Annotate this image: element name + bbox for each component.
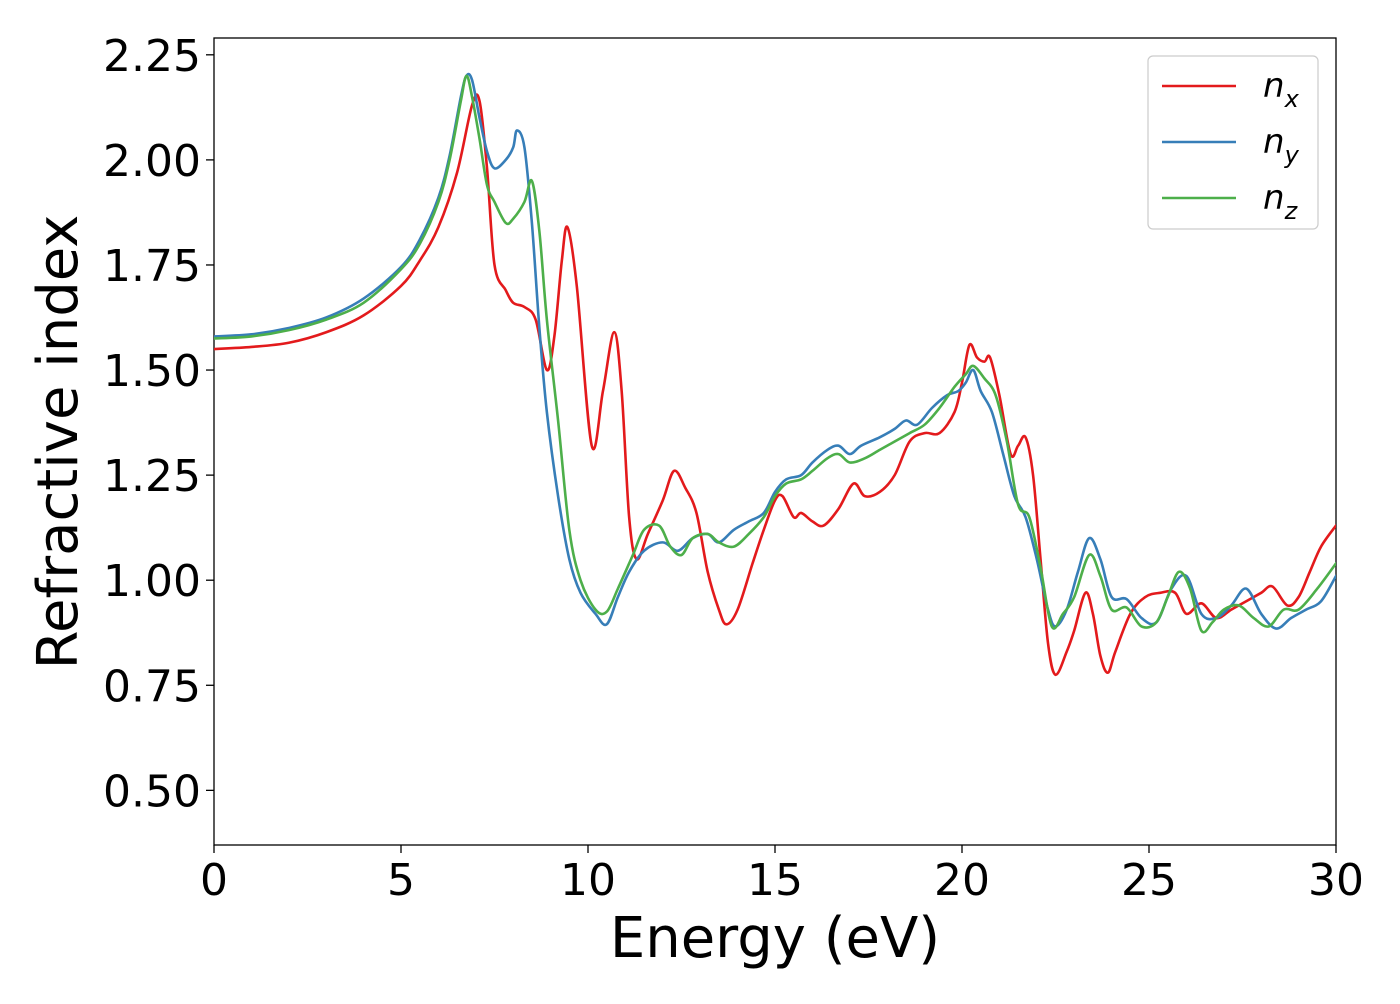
y-tick-label: 1.25 xyxy=(103,451,201,502)
x-tick-label: 10 xyxy=(560,855,616,906)
legend-subscript: z xyxy=(1284,197,1299,225)
x-tick-label: 0 xyxy=(200,855,228,906)
x-tick-label: 30 xyxy=(1308,855,1364,906)
x-axis-ticks: 0 5 10 15 20 25 30 xyxy=(200,845,1364,906)
series-line-n-y xyxy=(214,72,1336,630)
y-tick-label: 1.50 xyxy=(103,346,201,397)
x-tick-label: 20 xyxy=(934,855,990,906)
y-axis-ticks: 0.50 0.75 1.00 1.25 1.50 1.75 2.00 2.25 xyxy=(103,31,214,817)
series-lines xyxy=(214,72,1336,677)
y-tick-label: 2.25 xyxy=(103,31,201,82)
legend-subscript: y xyxy=(1284,141,1300,169)
y-axis-label: Refractive index xyxy=(26,215,91,670)
x-tick-label: 15 xyxy=(747,855,803,906)
series-line-n-x xyxy=(214,93,1336,677)
series-line-n-z xyxy=(214,74,1336,634)
x-tick-label: 25 xyxy=(1121,855,1177,906)
y-tick-label: 0.50 xyxy=(103,766,201,817)
y-tick-label: 2.00 xyxy=(103,136,201,187)
x-axis-label: Energy (eV) xyxy=(610,906,940,971)
y-tick-label: 0.75 xyxy=(103,661,201,712)
x-tick-label: 5 xyxy=(387,855,415,906)
legend-subscript: x xyxy=(1284,85,1300,113)
y-tick-label: 1.00 xyxy=(103,556,201,607)
y-tick-label: 1.75 xyxy=(103,241,201,292)
